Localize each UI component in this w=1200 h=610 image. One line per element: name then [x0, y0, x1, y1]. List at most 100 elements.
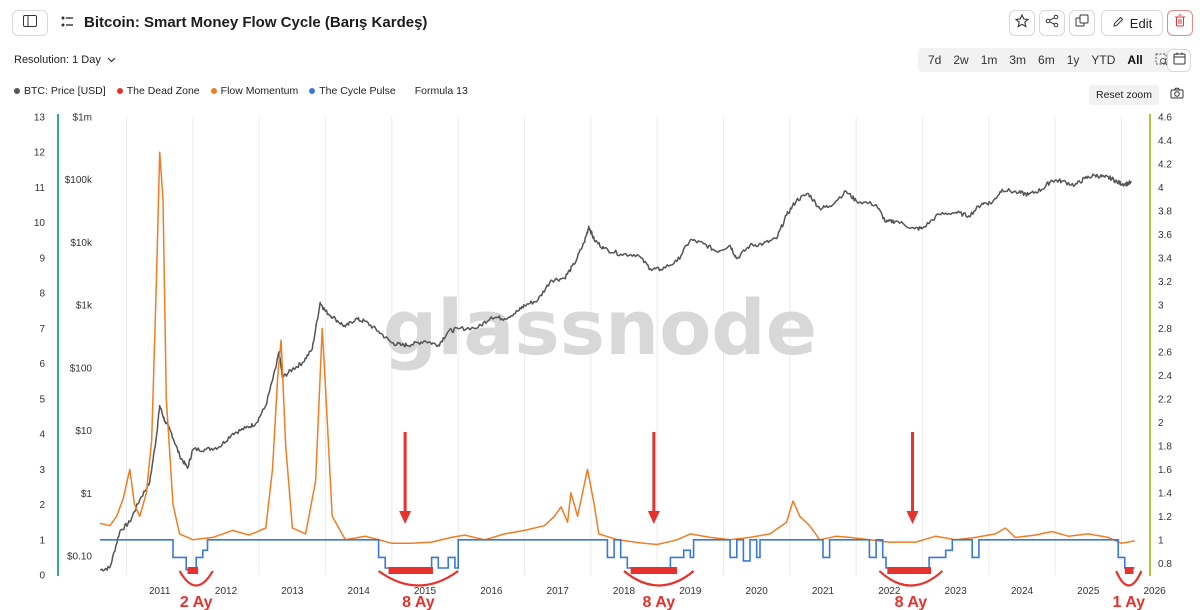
chart-grid [126, 117, 1122, 575]
left-tick-label: 8 [39, 289, 45, 300]
annotation-arc [623, 570, 695, 587]
trash-icon [1174, 14, 1186, 32]
legend-item-formula[interactable]: Formula 13 [415, 85, 468, 97]
legend-label: The Dead Zone [126, 85, 200, 97]
price-axis: $0.10 $1 $10 $100 $1k $10k $100k $1m [65, 113, 93, 563]
price-tick-label: $10k [70, 238, 93, 249]
delete-button[interactable] [1167, 10, 1193, 36]
legend-item-flow-momentum[interactable]: Flow Momentum [210, 85, 299, 97]
x-tick-label: 2021 [812, 586, 835, 597]
right-tick-label: 1.6 [1158, 465, 1172, 476]
flow-momentum-line [99, 151, 1135, 546]
watermark-text: glassnode [383, 283, 817, 372]
legend-item-cycle-pulse[interactable]: The Cycle Pulse [309, 85, 396, 97]
legend-swatch [14, 88, 20, 94]
right-tick-label: 2.4 [1158, 371, 1172, 382]
price-tick-label: $1m [73, 113, 92, 124]
annotation-label: 2 Ay [180, 594, 213, 610]
legend-label: Formula 13 [414, 85, 468, 97]
price-tick-label: $100k [65, 175, 93, 186]
dead-zone-bar [388, 567, 433, 574]
share-icon [1045, 14, 1059, 33]
left-tick-label: 12 [34, 148, 46, 159]
left-tick-label: 6 [39, 359, 45, 370]
annotation-arc [178, 570, 214, 587]
edit-label: Edit [1129, 15, 1153, 31]
range-3m[interactable]: 3m [1009, 53, 1027, 67]
range-6m[interactable]: 6m [1038, 53, 1055, 67]
range-1y[interactable]: 1y [1066, 53, 1080, 67]
chart-legend: BTC: Price [USD] The Dead Zone Flow Mome… [14, 85, 468, 97]
range-1m[interactable]: 1m [980, 53, 998, 67]
top-bar: Bitcoin: Smart Money Flow Cycle (Barış K… [0, 0, 1200, 46]
sidebar-toggle-button[interactable] [12, 10, 48, 36]
annotation-arc [878, 570, 944, 587]
annotation-label: 8 Ay [895, 594, 928, 610]
pencil-icon [1112, 16, 1124, 31]
range-2w[interactable]: 2w [953, 53, 969, 67]
x-axis: 2011 2012 2013 2014 2015 2016 2017 2018 2019 2020… [149, 586, 1166, 597]
favorite-button[interactable] [1009, 10, 1035, 36]
dead-zone-bar [1124, 567, 1134, 574]
metric-settings-icon[interactable] [60, 15, 74, 34]
right-tick-label: 2.2 [1158, 394, 1172, 405]
duplicate-button[interactable] [1069, 10, 1095, 36]
range-selector: 7d 2w 1m 3m 6m 1y YTD All [918, 48, 1179, 72]
right-tick-label: 2 [1158, 418, 1164, 429]
share-button[interactable] [1039, 10, 1065, 36]
legend-label: BTC: Price [USD] [24, 85, 106, 97]
right-tick-label: 0.8 [1158, 559, 1172, 570]
dead-zone-bar [630, 567, 678, 574]
cycle-pulse-line [100, 539, 1135, 571]
x-tick-label: 2025 [1077, 586, 1100, 597]
left-tick-label: 5 [39, 394, 45, 405]
annotation-layer: 2 Ay 8 Ay 8 Ay 8 Ay 1 Ay [178, 432, 1145, 610]
sidebar-icon [23, 14, 37, 32]
x-tick-label: 2024 [1011, 586, 1034, 597]
resolution-label: Resolution: 1 Day [14, 54, 101, 66]
price-tick-label: $1 [81, 489, 93, 500]
screenshot-button[interactable] [1166, 85, 1188, 105]
zoom-select-icon[interactable] [1149, 53, 1175, 67]
x-tick-label: 2016 [480, 586, 503, 597]
left-tick-label: 1 [39, 535, 45, 546]
x-tick-label: 2015 [414, 586, 437, 597]
camera-icon [1170, 86, 1184, 104]
annotation-arc [377, 570, 459, 587]
legend-item-dead-zone[interactable]: The Dead Zone [116, 85, 200, 97]
annotation-arc [1115, 570, 1143, 587]
right-tick-label: 1 [1158, 535, 1164, 546]
right-tick-label: 4.6 [1158, 113, 1172, 124]
price-tick-label: $1k [76, 301, 93, 312]
annotation-arrow-head [906, 511, 919, 524]
price-line [99, 173, 1132, 572]
range-all[interactable]: All [1127, 53, 1143, 67]
x-tick-label: 2013 [281, 586, 304, 597]
resolution-dropdown[interactable]: Resolution: 1 Day [14, 54, 116, 66]
x-tick-label: 2018 [613, 586, 636, 597]
left-tick-label: 13 [34, 113, 46, 124]
chevron-down-icon [107, 54, 116, 66]
range-7d[interactable]: 7d [928, 53, 942, 67]
annotation-label: 8 Ay [643, 594, 676, 610]
right-tick-label: 4 [1158, 183, 1164, 194]
legend-swatch [210, 88, 217, 94]
date-picker-button[interactable] [1167, 49, 1191, 72]
left-tick-label: 11 [35, 183, 46, 194]
range-ytd[interactable]: YTD [1091, 53, 1116, 67]
right-tick-label: 3.4 [1158, 253, 1172, 264]
left-tick-label: 7 [39, 324, 45, 335]
reset-zoom-button[interactable]: Reset zoom [1089, 85, 1160, 105]
legend-swatch [309, 88, 316, 94]
x-tick-label: 2022 [878, 586, 901, 597]
legend-item-price[interactable]: BTC: Price [USD] [14, 85, 106, 97]
x-tick-label: 2023 [945, 586, 968, 597]
left-tick-label: 3 [39, 465, 45, 476]
right-tick-label: 4.2 [1158, 159, 1172, 170]
price-tick-label: $100 [70, 363, 93, 374]
annotation-label: 1 Ay [1112, 594, 1145, 610]
legend-label: Flow Momentum [220, 85, 299, 97]
right-tick-label: 1.4 [1158, 488, 1172, 499]
edit-button[interactable]: Edit [1101, 10, 1163, 36]
